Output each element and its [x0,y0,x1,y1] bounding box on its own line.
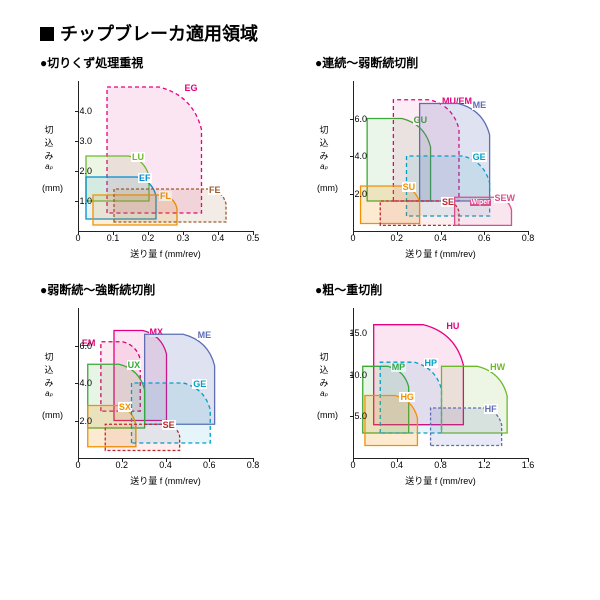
x-axis-label: 送り量 f (mm/rev) [353,247,528,260]
region-label: SE [162,420,176,430]
page-title: チップブレーカ適用領域 [40,20,560,46]
chart-subtitle: ●粗～重切削 [315,281,560,298]
plot-area: EMMXMEUXSXGESE [78,308,254,459]
y-axis-unit: (mm) [317,183,338,193]
y-axis-unit: (mm) [317,410,338,420]
y-axis-label: 切込みaₚ [42,350,56,398]
plot-area: HUMPHPHWHGHF [353,308,529,459]
region-label: SEW [494,193,517,203]
x-axis-label: 送り量 f (mm/rev) [353,474,528,487]
region-label: HF [484,404,498,414]
chart-subtitle: ●切りくず処理重視 [40,54,285,71]
region-label: FE [208,185,222,195]
chart-subtitle: ●弱断続～強断続切削 [40,281,285,298]
y-axis-unit: (mm) [42,183,63,193]
chart: GUMU/EMMEGESUSEWiperSEW2.04.06.000.20.40… [315,73,545,273]
plot-area: GUMU/EMMEGESUSEWiperSEW [353,81,529,232]
plot-area: EGLUEFFLFE [78,81,254,232]
region-FE [79,81,254,231]
x-axis-label: 送り量 f (mm/rev) [78,474,253,487]
y-axis-label: 切込みaₚ [317,350,331,398]
chart: HUMPHPHWHGHF5.010.015.000.40.81.21.6切込みa… [315,300,545,500]
chart-subtitle: ●連続～弱断続切削 [315,54,560,71]
region-SE [79,308,254,458]
region-SEW [354,81,529,231]
chart: EMMXMEUXSXGESE2.04.06.000.20.40.60.8切込みa… [40,300,270,500]
x-axis-label: 送り量 f (mm/rev) [78,247,253,260]
region-HF [354,308,529,458]
y-axis-label: 切込みaₚ [42,123,56,171]
y-axis-unit: (mm) [42,410,63,420]
y-axis-label: 切込みaₚ [317,123,331,171]
chart: EGLUEFFLFE1.02.03.04.000.10.20.30.40.5切込… [40,73,270,273]
